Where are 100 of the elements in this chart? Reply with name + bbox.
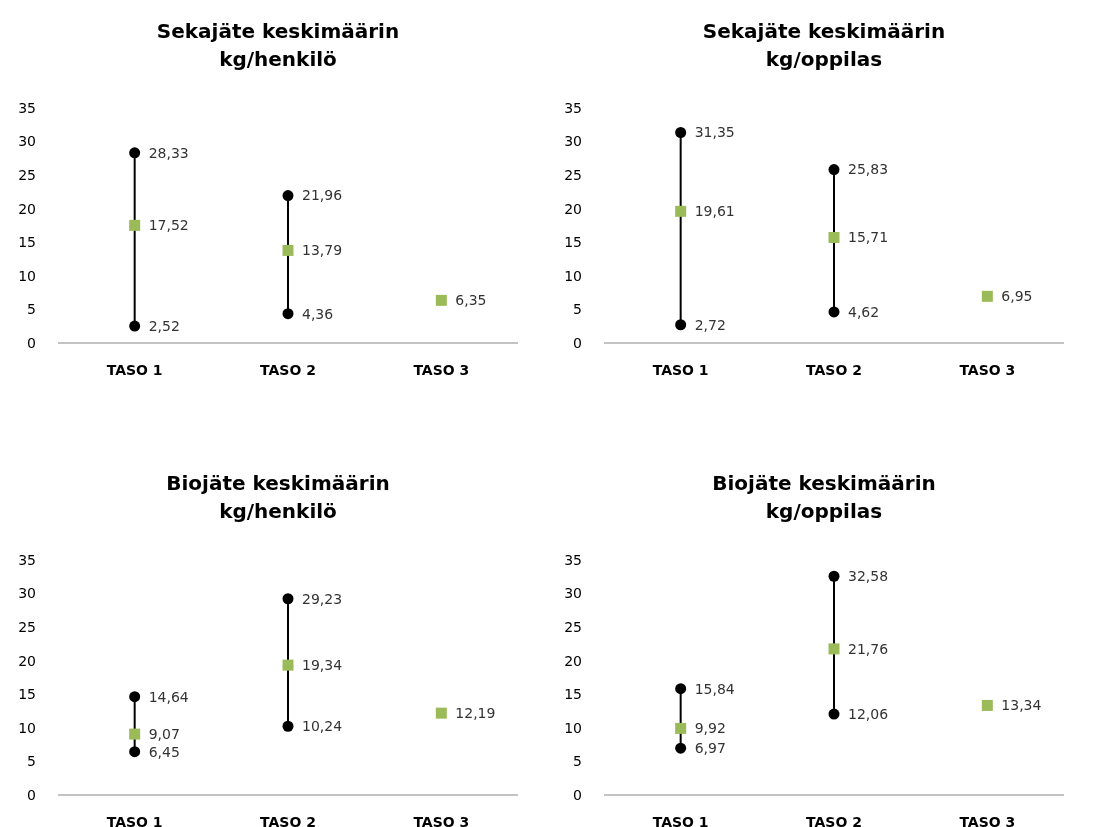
data-label: 12,06 bbox=[848, 705, 889, 722]
point bbox=[981, 699, 993, 711]
point bbox=[675, 127, 687, 139]
data-label: 19,61 bbox=[694, 203, 735, 220]
data-label: 2,72 bbox=[694, 316, 726, 333]
point bbox=[282, 244, 294, 256]
y-tick-label: 35 bbox=[564, 551, 582, 568]
point bbox=[675, 683, 687, 695]
x-tick-label: TASO 3 bbox=[959, 362, 1016, 378]
point bbox=[828, 306, 840, 318]
x-tick-label: TASO 1 bbox=[106, 814, 163, 827]
y-tick-label: 20 bbox=[564, 200, 582, 217]
data-label: 28,33 bbox=[148, 144, 189, 161]
y-tick-label: 25 bbox=[18, 619, 36, 636]
data-label: 32,58 bbox=[848, 568, 889, 585]
x-tick-label: TASO 2 bbox=[260, 814, 316, 827]
x-tick-label: TASO 3 bbox=[413, 362, 470, 378]
y-tick-label: 0 bbox=[27, 786, 36, 803]
point bbox=[282, 659, 294, 671]
data-label: 13,34 bbox=[1001, 697, 1042, 714]
point bbox=[828, 708, 840, 720]
data-label: 15,84 bbox=[694, 680, 735, 697]
data-label: 6,97 bbox=[694, 740, 726, 757]
point bbox=[435, 707, 447, 719]
y-tick-label: 30 bbox=[18, 133, 36, 150]
y-tick-label: 20 bbox=[18, 200, 36, 217]
data-label: 31,35 bbox=[694, 124, 735, 141]
data-label: 4,36 bbox=[302, 305, 334, 322]
y-tick-label: 5 bbox=[27, 753, 36, 770]
y-tick-label: 10 bbox=[18, 267, 36, 284]
point bbox=[129, 728, 141, 740]
point bbox=[282, 720, 294, 732]
data-label: 13,79 bbox=[302, 242, 343, 259]
y-tick-label: 25 bbox=[564, 619, 582, 636]
y-tick-label: 15 bbox=[18, 686, 36, 703]
chart-title: Sekajäte keskimäärin kg/oppilas bbox=[702, 19, 946, 71]
data-label: 6,95 bbox=[1001, 288, 1033, 305]
point bbox=[129, 320, 141, 332]
data-label: 4,62 bbox=[848, 303, 880, 320]
data-label: 29,23 bbox=[302, 590, 343, 607]
data-label: 21,96 bbox=[302, 187, 343, 204]
y-tick-label: 0 bbox=[573, 786, 582, 803]
data-label: 12,19 bbox=[455, 705, 496, 722]
y-tick-label: 10 bbox=[564, 719, 582, 736]
point bbox=[675, 319, 687, 331]
x-tick-label: TASO 2 bbox=[260, 362, 316, 378]
data-label: 6,45 bbox=[148, 743, 180, 760]
y-tick-label: 15 bbox=[564, 234, 582, 251]
y-tick-label: 20 bbox=[18, 652, 36, 669]
y-tick-label: 35 bbox=[18, 99, 36, 116]
point bbox=[828, 164, 840, 176]
y-tick-label: 30 bbox=[18, 585, 36, 602]
x-tick-label: TASO 1 bbox=[652, 362, 709, 378]
point bbox=[828, 570, 840, 582]
y-tick-label: 30 bbox=[564, 133, 582, 150]
y-tick-label: 15 bbox=[564, 686, 582, 703]
point bbox=[435, 294, 447, 306]
data-label: 9,92 bbox=[694, 720, 726, 737]
y-tick-label: 0 bbox=[27, 334, 36, 351]
point bbox=[282, 190, 294, 202]
chart-title: Biojäte keskimäärin kg/oppilas bbox=[712, 471, 936, 523]
point bbox=[129, 691, 141, 703]
data-label: 25,83 bbox=[848, 161, 889, 178]
point bbox=[675, 742, 687, 754]
point bbox=[828, 643, 840, 655]
data-label: 6,35 bbox=[455, 292, 487, 309]
chart-title: Sekajäte keskimäärin kg/henkilö bbox=[156, 19, 400, 71]
point bbox=[675, 205, 687, 217]
y-tick-label: 5 bbox=[573, 301, 582, 318]
data-label: 17,52 bbox=[148, 217, 189, 234]
y-tick-label: 0 bbox=[573, 334, 582, 351]
point bbox=[129, 219, 141, 231]
x-tick-label: TASO 2 bbox=[806, 362, 862, 378]
point bbox=[282, 593, 294, 605]
x-tick-label: TASO 3 bbox=[959, 814, 1016, 827]
y-tick-label: 30 bbox=[564, 585, 582, 602]
y-tick-label: 5 bbox=[573, 753, 582, 770]
data-label: 2,52 bbox=[148, 317, 180, 334]
y-tick-label: 20 bbox=[564, 652, 582, 669]
data-label: 21,76 bbox=[848, 640, 889, 657]
x-tick-label: TASO 2 bbox=[806, 814, 862, 827]
y-tick-label: 35 bbox=[18, 551, 36, 568]
data-label: 14,64 bbox=[148, 688, 189, 705]
point bbox=[282, 308, 294, 320]
data-label: 19,34 bbox=[302, 657, 343, 674]
y-tick-label: 15 bbox=[18, 234, 36, 251]
chart-title: Biojäte keskimäärin kg/henkilö bbox=[166, 471, 390, 523]
x-tick-label: TASO 1 bbox=[106, 362, 163, 378]
point bbox=[981, 290, 993, 302]
point bbox=[129, 746, 141, 758]
y-tick-label: 25 bbox=[18, 167, 36, 184]
data-label: 10,24 bbox=[302, 718, 343, 735]
x-tick-label: TASO 1 bbox=[652, 814, 709, 827]
y-tick-label: 5 bbox=[27, 301, 36, 318]
data-label: 9,07 bbox=[148, 726, 180, 742]
point bbox=[675, 722, 687, 734]
y-tick-label: 35 bbox=[564, 99, 582, 116]
y-tick-label: 10 bbox=[18, 719, 36, 736]
point bbox=[129, 147, 141, 159]
point bbox=[828, 232, 840, 244]
